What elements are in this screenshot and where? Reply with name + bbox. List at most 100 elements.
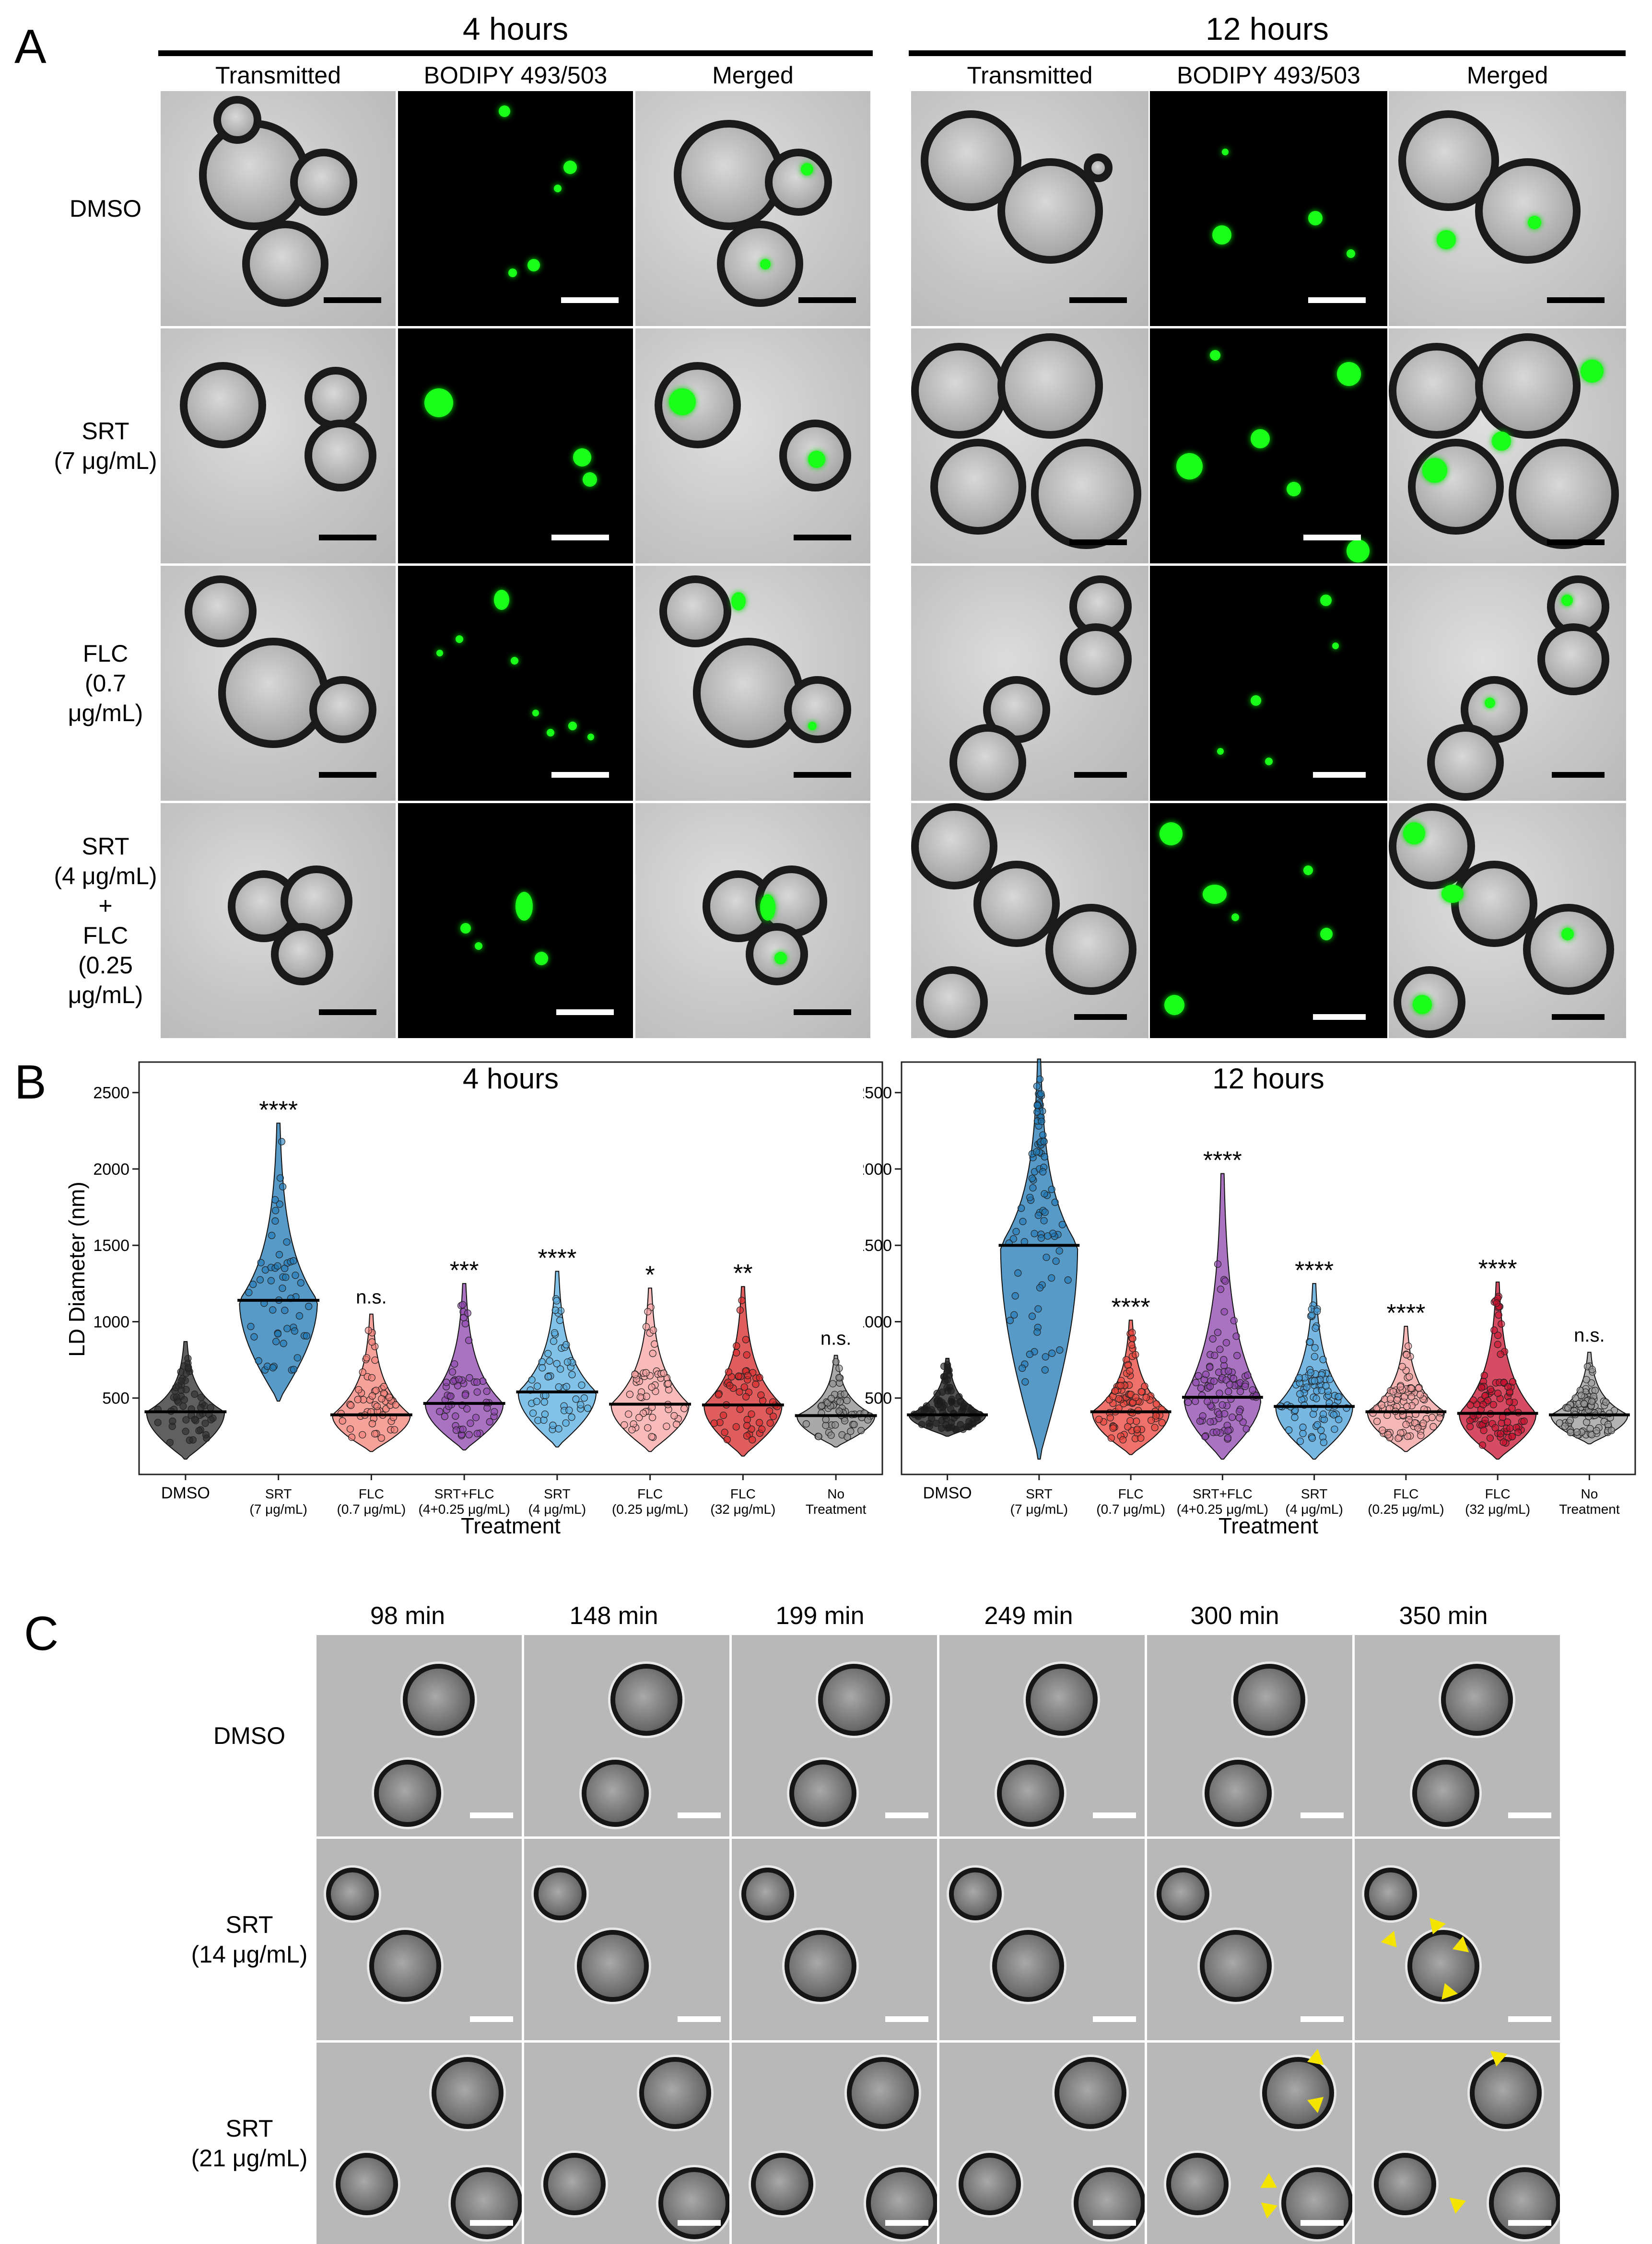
data-point [1588,1398,1596,1405]
data-point [743,1432,751,1440]
lipid-droplet [475,942,482,950]
y-tick-label: 1000 [93,1313,129,1331]
yeast-cell [213,96,261,144]
lipid-droplet [1231,913,1239,921]
channel-label-4h-merged: Merged [712,62,794,89]
data-point [391,1426,398,1434]
yeast-cell [374,1760,441,1827]
time-label-199: 199 min [775,1602,865,1630]
data-point [743,1351,750,1359]
data-point [766,1419,774,1427]
data-point [648,1433,656,1440]
data-point [835,1374,843,1381]
data-point [642,1323,650,1331]
micrograph-12h-flc07-merged [1389,566,1626,801]
y-tick-label: 2000 [863,1160,892,1179]
data-point [368,1392,376,1400]
lipid-droplet [554,185,562,192]
data-point [272,1207,280,1215]
x-tick-label: FLC [1393,1486,1418,1501]
time-label-300: 300 min [1190,1602,1279,1630]
data-point [1220,1308,1228,1316]
data-point [1414,1424,1422,1432]
significance-label: **** [1386,1299,1425,1327]
channel-label-4h-transmitted: Transmitted [215,62,341,89]
yeast-cell [847,2057,919,2129]
data-point [715,1391,723,1399]
data-point [1184,1398,1192,1406]
micrograph-12h-combo-transmitted [911,803,1148,1038]
data-point [1129,1334,1136,1343]
data-point [1403,1402,1411,1410]
data-point [1011,1292,1019,1300]
micrograph-12h-flc07-transmitted [911,566,1148,801]
row-label-line: SRT [225,1911,273,1938]
data-point [550,1337,558,1345]
data-point [544,1373,552,1381]
data-point [483,1387,491,1395]
data-point [1041,1190,1048,1198]
data-point [305,1302,313,1310]
data-point [276,1174,284,1182]
lipid-droplet [511,657,518,665]
data-point [1506,1398,1513,1406]
data-point [732,1423,740,1431]
yeast-cell [1281,2167,1352,2239]
data-point [1033,1328,1041,1336]
data-point [207,1404,214,1412]
data-point [1014,1269,1022,1277]
data-point [443,1379,450,1386]
yeast-cell [1509,439,1619,549]
data-point [835,1365,843,1372]
data-point [207,1416,215,1424]
data-point [368,1374,376,1381]
data-point [1216,1345,1224,1353]
data-point [827,1394,835,1402]
panel-a-header-12h: 12 hours [1206,11,1329,47]
chart-12h-title: 12 hours [1212,1063,1324,1095]
row-label-line: (21 μg/mL) [191,2145,308,2172]
data-point [844,1433,851,1441]
data-point [191,1415,199,1424]
data-point [1109,1424,1117,1432]
data-point [1021,1378,1029,1386]
data-point [1577,1391,1585,1399]
lipid-droplet [1320,928,1333,940]
data-point [832,1358,840,1366]
data-point [281,1264,289,1272]
scale-bar [678,2220,721,2226]
significance-label: n.s. [1574,1325,1605,1346]
row-label-line: SRT [82,418,129,444]
data-point [1506,1425,1514,1432]
yeast-cell [582,1760,649,1827]
data-point [1378,1401,1385,1409]
data-point [1498,1419,1505,1427]
data-point [1417,1432,1425,1439]
data-point [441,1413,449,1420]
data-point [1487,1385,1494,1393]
data-point [562,1341,570,1349]
yeast-cell [911,803,997,889]
data-point [354,1396,362,1403]
data-point [1503,1418,1511,1426]
data-point [1436,1414,1443,1422]
data-point [1126,1417,1134,1425]
data-point [1218,1401,1226,1409]
y-tick-label: 2500 [863,1084,892,1102]
data-point [546,1357,553,1365]
lipid-droplet [535,952,548,965]
data-point [1048,1186,1055,1193]
data-point [748,1410,755,1418]
lipid-droplet [460,923,471,934]
scale-bar [1313,1014,1366,1020]
data-point [551,1306,559,1314]
data-point [969,1420,977,1428]
data-point [1048,1349,1056,1357]
scale-bar [1093,1812,1136,1818]
data-point [465,1431,473,1438]
micrograph-4h-flc07-bodipy [398,566,633,801]
data-point [1056,1346,1064,1354]
data-point [272,1338,280,1345]
yeast-cell [1374,2153,1436,2215]
lipid-droplet [1528,216,1541,229]
